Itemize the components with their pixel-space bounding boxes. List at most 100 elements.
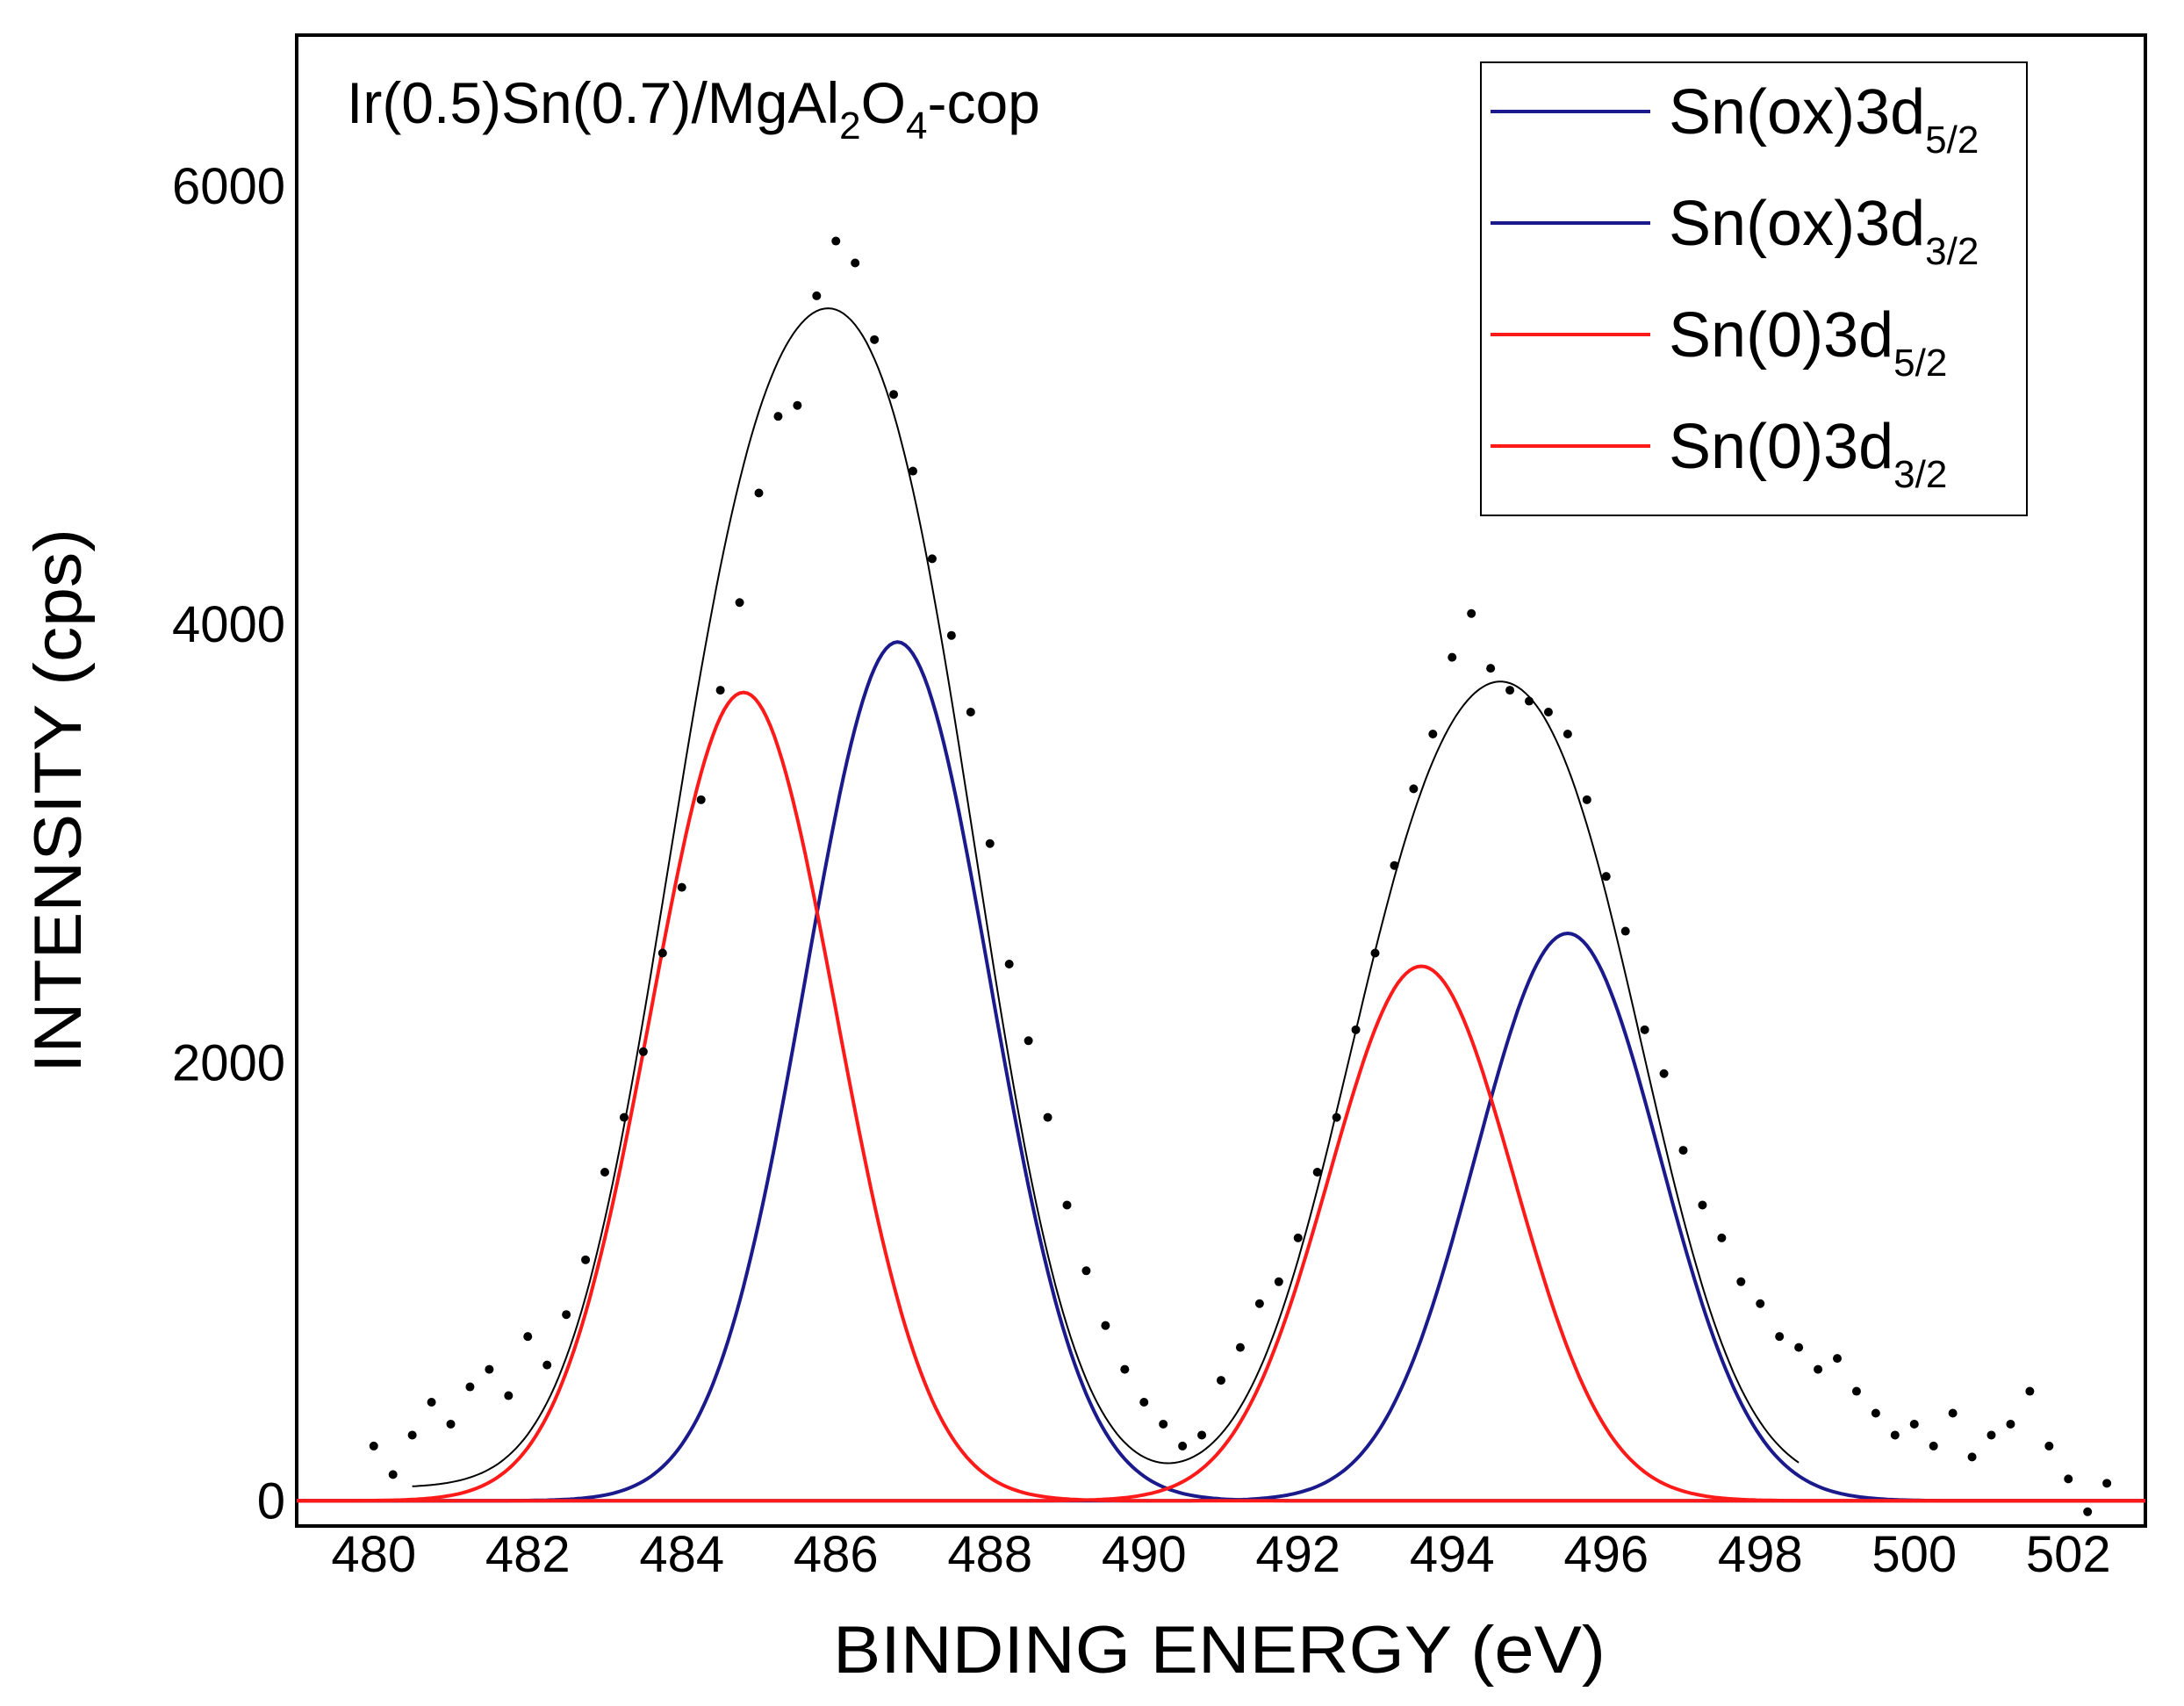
data-point xyxy=(1756,1299,1765,1308)
data-point xyxy=(1851,1386,1861,1396)
legend: Sn(ox)3d5/2Sn(ox)3d3/2Sn(0)3d5/2Sn(0)3d3… xyxy=(1480,61,2028,516)
legend-item: Sn(0)3d3/2 xyxy=(1491,412,1947,496)
data-point xyxy=(1736,1277,1746,1286)
data-point xyxy=(1235,1342,1245,1352)
x-tick-label: 500 xyxy=(1871,1526,1957,1583)
data-point xyxy=(1081,1266,1091,1276)
y-tick-label: 0 xyxy=(257,1472,285,1530)
x-tick-label: 492 xyxy=(1255,1526,1340,1583)
data-point xyxy=(1543,708,1553,717)
data-point xyxy=(1409,784,1419,794)
data-point xyxy=(812,291,822,300)
data-point xyxy=(2102,1479,2112,1488)
legend-box xyxy=(1480,61,2028,516)
data-point xyxy=(715,686,725,695)
data-point xyxy=(1659,1069,1669,1078)
legend-label-sub: 3/2 xyxy=(1893,453,1947,496)
x-tick-label: 498 xyxy=(1718,1526,1803,1583)
title-part: -cop xyxy=(927,70,1039,135)
data-point xyxy=(427,1398,436,1407)
data-point xyxy=(485,1364,494,1374)
data-point xyxy=(889,390,899,400)
data-point xyxy=(754,488,764,498)
component-curve-3 xyxy=(297,964,2145,1503)
data-point xyxy=(793,400,802,410)
data-point xyxy=(1004,959,1014,968)
data-point xyxy=(657,948,667,958)
data-point xyxy=(1159,1419,1168,1429)
legend-label: Sn(ox)3d5/2 xyxy=(1669,77,1979,162)
points-layer xyxy=(369,236,2112,1516)
legend-label: Sn(0)3d5/2 xyxy=(1669,300,1947,385)
x-tick-labels: 480 482 484 486 488 490 492 494 496 498 500 502 xyxy=(331,1526,2110,1583)
data-point xyxy=(1139,1398,1149,1407)
legend-label-sub: 5/2 xyxy=(1893,342,1947,385)
data-point xyxy=(1312,1168,1322,1177)
x-tick-label: 490 xyxy=(1102,1526,1187,1583)
data-point xyxy=(870,335,880,344)
x-tick-label: 480 xyxy=(331,1526,416,1583)
title-sub: 2 xyxy=(839,104,860,148)
data-point xyxy=(407,1430,417,1440)
y-tick-labels: 0 2000 4000 6000 xyxy=(172,158,285,1530)
data-point xyxy=(831,236,841,246)
data-point xyxy=(927,554,937,564)
data-point xyxy=(1274,1277,1283,1286)
legend-item: Sn(ox)3d3/2 xyxy=(1491,189,1979,273)
data-point xyxy=(523,1332,533,1342)
x-tick-label: 488 xyxy=(947,1526,1032,1583)
x-tick-label: 484 xyxy=(639,1526,724,1583)
data-point xyxy=(446,1419,456,1429)
data-point xyxy=(600,1168,609,1177)
data-point xyxy=(562,1310,571,1320)
data-point xyxy=(909,466,917,476)
data-point xyxy=(1217,1376,1225,1386)
legend-label-main: Sn(0)3d xyxy=(1669,300,1893,371)
data-point xyxy=(1601,872,1611,882)
legend-label-main: Sn(ox)3d xyxy=(1669,189,1925,259)
data-point xyxy=(946,630,956,640)
data-point xyxy=(1178,1441,1188,1450)
data-point xyxy=(2025,1386,2035,1396)
data-point xyxy=(1871,1408,1880,1418)
data-point xyxy=(851,258,860,268)
title-part: Ir(0.5)Sn(0.7)/MgAl xyxy=(347,70,839,135)
data-point xyxy=(1467,608,1476,618)
data-point xyxy=(1351,1025,1361,1034)
data-point xyxy=(966,708,975,717)
data-point xyxy=(369,1441,378,1450)
data-point xyxy=(1024,1036,1033,1046)
chart-title: Ir(0.5)Sn(0.7)/MgAl2O4-cop xyxy=(347,70,1040,148)
data-point xyxy=(1332,1112,1341,1122)
legend-label: Sn(0)3d3/2 xyxy=(1669,412,1947,496)
data-point xyxy=(696,795,706,804)
data-point xyxy=(773,412,783,421)
data-point xyxy=(1390,860,1399,870)
y-tick-label: 6000 xyxy=(172,158,285,215)
data-point xyxy=(1370,948,1380,958)
y-axis-label: INTENSITY (cps) xyxy=(21,529,96,1073)
data-point xyxy=(1698,1200,1707,1210)
data-point xyxy=(2083,1507,2093,1516)
data-point xyxy=(2064,1474,2073,1484)
data-point xyxy=(638,1047,648,1056)
data-point xyxy=(985,839,995,848)
legend-label-sub: 3/2 xyxy=(1925,230,1979,273)
data-point xyxy=(542,1360,552,1370)
x-tick-label: 486 xyxy=(794,1526,879,1583)
legend-label-main: Sn(0)3d xyxy=(1669,412,1893,482)
data-point xyxy=(1717,1233,1727,1242)
data-point xyxy=(1929,1441,1938,1450)
data-point xyxy=(1986,1430,1996,1440)
data-point xyxy=(1525,696,1534,706)
data-point xyxy=(465,1382,475,1392)
data-point xyxy=(735,598,744,608)
data-point xyxy=(1814,1364,1823,1374)
data-point xyxy=(1197,1430,1207,1440)
legend-item: Sn(0)3d5/2 xyxy=(1491,300,1947,385)
data-point xyxy=(1794,1342,1804,1352)
data-point xyxy=(619,1112,629,1122)
data-point xyxy=(1043,1112,1052,1122)
data-point xyxy=(1120,1364,1130,1374)
